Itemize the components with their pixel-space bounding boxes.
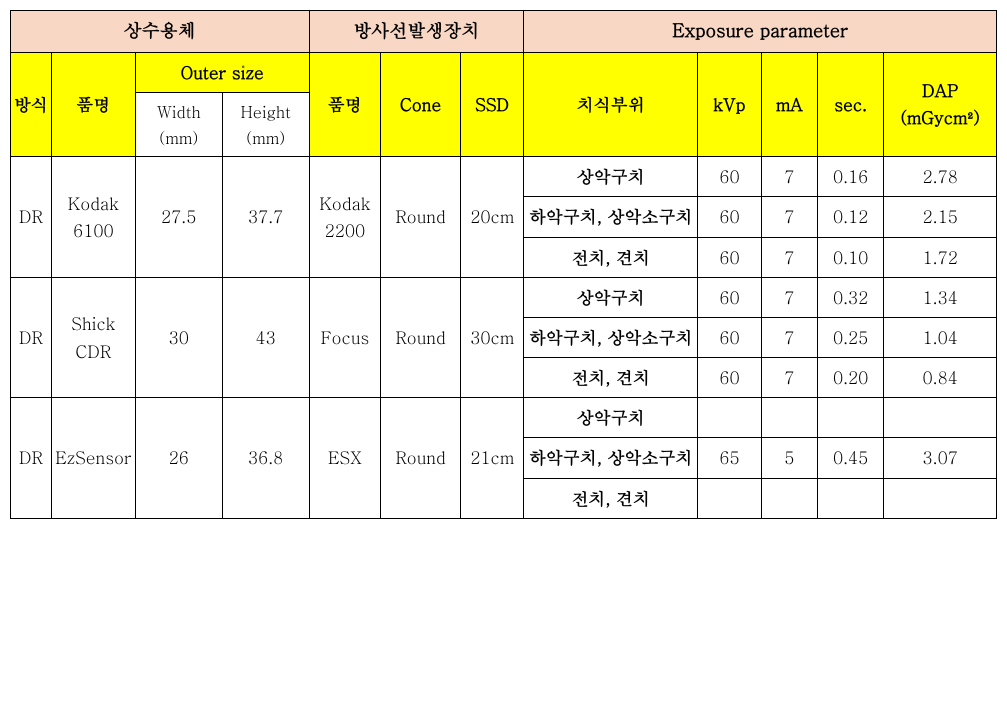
cell-ma (761, 478, 817, 518)
cell-sec: 0.20 (817, 358, 883, 398)
cell-method: DR (11, 398, 52, 519)
cell-sec (817, 478, 883, 518)
cell-region: 하악구치, 상악소구치 (524, 438, 698, 478)
cell-kvp: 60 (698, 277, 761, 317)
cell-height: 37.7 (222, 157, 309, 278)
group-header-exposure: Exposure parameter (524, 11, 997, 53)
col-product1: 품명 (51, 52, 135, 156)
table-row: DR EzSensor 26 36.8 ESX Round 21cm 상악구치 (11, 398, 997, 438)
col-ssd: SSD (460, 52, 523, 156)
cell-ma: 7 (761, 237, 817, 277)
cell-width: 27.5 (135, 157, 222, 278)
cell-sec: 0.32 (817, 277, 883, 317)
cell-ma (761, 398, 817, 438)
cell-product2: Kodak 2200 (309, 157, 381, 278)
cell-product1: Kodak 6100 (51, 157, 135, 278)
col-kvp: kVp (698, 52, 761, 156)
group-header-receptor: 상수용체 (11, 11, 310, 53)
col-region: 치식부위 (524, 52, 698, 156)
cell-region: 상악구치 (524, 398, 698, 438)
cell-region: 상악구치 (524, 157, 698, 197)
cell-cone: Round (381, 277, 461, 398)
cell-dap: 2.78 (884, 157, 997, 197)
col-product2: 품명 (309, 52, 381, 156)
cell-dap: 1.72 (884, 237, 997, 277)
cell-kvp (698, 478, 761, 518)
col-dap: DAP (mGycm²) (884, 52, 997, 156)
cell-kvp: 60 (698, 317, 761, 357)
cell-dap (884, 478, 997, 518)
cell-kvp: 65 (698, 438, 761, 478)
cell-ssd: 21cm (460, 398, 523, 519)
group-header-generator: 방사선발생장치 (309, 11, 524, 53)
col-cone: Cone (381, 52, 461, 156)
col-width: Width (mm) (135, 92, 222, 156)
cell-method: DR (11, 277, 52, 398)
cell-product2: ESX (309, 398, 381, 519)
cell-kvp: 60 (698, 358, 761, 398)
cell-sec: 0.25 (817, 317, 883, 357)
cell-height: 36.8 (222, 398, 309, 519)
table-row: DR Shick CDR 30 43 Focus Round 30cm 상악구치… (11, 277, 997, 317)
cell-dap: 1.04 (884, 317, 997, 357)
cell-height: 43 (222, 277, 309, 398)
cell-dap: 2.15 (884, 197, 997, 237)
cell-dap: 3.07 (884, 438, 997, 478)
cell-region: 전치, 견치 (524, 358, 698, 398)
cell-ma: 7 (761, 358, 817, 398)
col-outersize: Outer size (135, 52, 309, 92)
cell-region: 전치, 견치 (524, 478, 698, 518)
cell-width: 26 (135, 398, 222, 519)
cell-ma: 7 (761, 157, 817, 197)
cell-region: 하악구치, 상악소구치 (524, 317, 698, 357)
cell-ssd: 30cm (460, 277, 523, 398)
col-height: Height (mm) (222, 92, 309, 156)
cell-dap: 1.34 (884, 277, 997, 317)
cell-kvp (698, 398, 761, 438)
cell-cone: Round (381, 398, 461, 519)
cell-product2: Focus (309, 277, 381, 398)
group-header-row: 상수용체 방사선발생장치 Exposure parameter (11, 11, 997, 53)
cell-region: 상악구치 (524, 277, 698, 317)
cell-dap (884, 398, 997, 438)
cell-kvp: 60 (698, 237, 761, 277)
cell-region: 전치, 견치 (524, 237, 698, 277)
table-row: DR Kodak 6100 27.5 37.7 Kodak 2200 Round… (11, 157, 997, 197)
cell-kvp: 60 (698, 157, 761, 197)
col-header-row-1: 방식 품명 Outer size 품명 Cone SSD 치식부위 kVp mA… (11, 52, 997, 92)
cell-cone: Round (381, 157, 461, 278)
cell-ma: 7 (761, 197, 817, 237)
cell-kvp: 60 (698, 197, 761, 237)
cell-ma: 7 (761, 317, 817, 357)
cell-ma: 7 (761, 277, 817, 317)
cell-sec: 0.12 (817, 197, 883, 237)
cell-dap: 0.84 (884, 358, 997, 398)
cell-ma: 5 (761, 438, 817, 478)
cell-sec: 0.10 (817, 237, 883, 277)
col-ma: mA (761, 52, 817, 156)
cell-width: 30 (135, 277, 222, 398)
cell-sec (817, 398, 883, 438)
cell-method: DR (11, 157, 52, 278)
col-method: 방식 (11, 52, 52, 156)
exposure-table: 상수용체 방사선발생장치 Exposure parameter 방식 품명 Ou… (10, 10, 997, 519)
cell-sec: 0.45 (817, 438, 883, 478)
cell-product1: Shick CDR (51, 277, 135, 398)
cell-ssd: 20cm (460, 157, 523, 278)
cell-product1: EzSensor (51, 398, 135, 519)
cell-region: 하악구치, 상악소구치 (524, 197, 698, 237)
col-sec: sec. (817, 52, 883, 156)
cell-sec: 0.16 (817, 157, 883, 197)
